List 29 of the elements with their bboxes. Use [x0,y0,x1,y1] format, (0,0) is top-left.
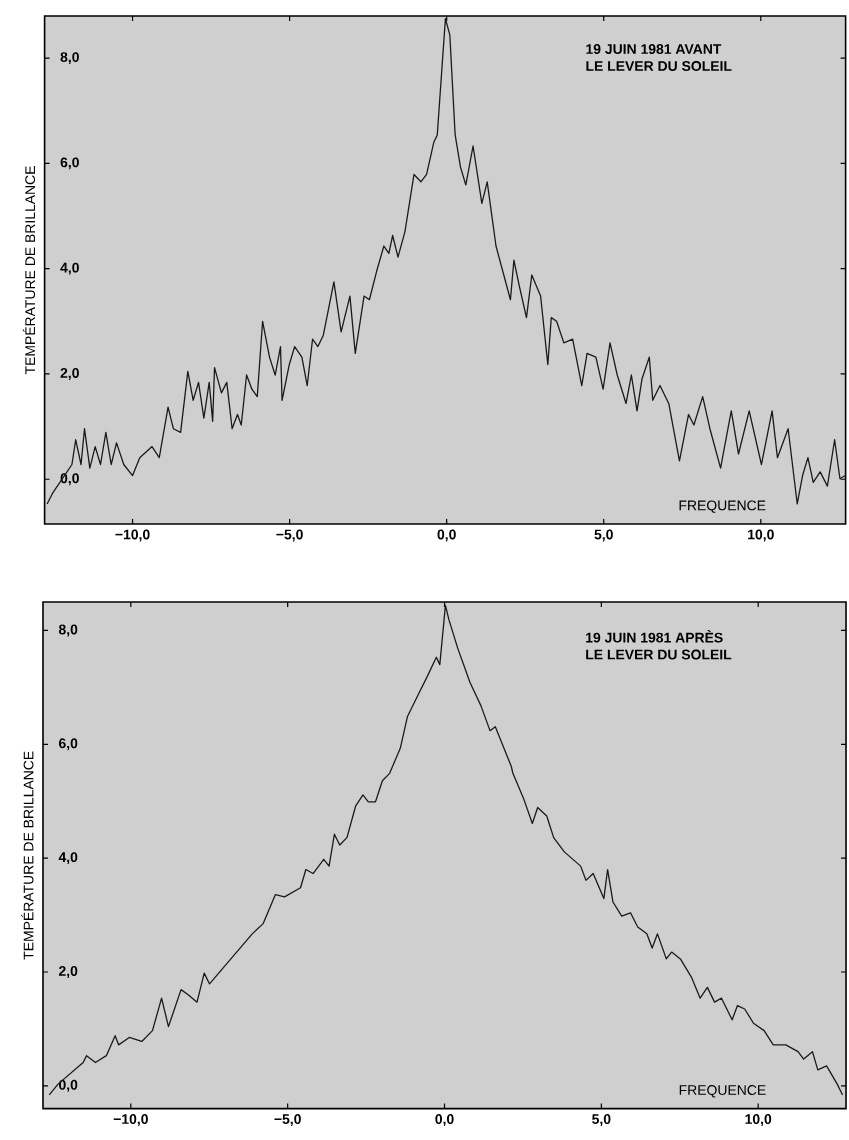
x-tick-label: 0,0 [437,529,456,542]
annotation: 19 JUIN 1981 APRÈS [586,630,723,643]
y-tick-label: 6,0 [58,738,78,751]
y-tick-label: 8,0 [58,624,78,637]
x-tick-label: 5,0 [592,1114,611,1127]
x-tick-label: −5,0 [276,529,303,542]
y-axis-title: TEMPÉRATURE DE BRILLANCE [21,751,34,960]
y-tick-label: 0,0 [59,1079,78,1092]
y-tick-label: 4,0 [60,262,79,275]
y-tick-label: 6,0 [60,157,79,170]
annotation: LE LEVER DU SOLEIL [586,61,732,71]
annotation: 19 JUIN 1981 AVANT [586,44,722,54]
line-series [48,604,844,1096]
y-tick-label: 2,0 [60,367,79,380]
x-tick-label: −5,0 [274,1114,301,1127]
x-tick-label: −10,0 [115,529,150,542]
x-tick-label: 5,0 [594,529,613,542]
x-tick-label: 0,0 [435,1114,454,1127]
y-tick-label: 2,0 [58,966,78,978]
x-tick-label: 10,0 [748,529,774,542]
y-tick-label: 0,0 [60,473,79,486]
y-axis-title: TEMPÉRATURE DE BRILLANCE [22,166,36,375]
y-tick-label: 8,0 [60,52,79,65]
x-axis-title: FREQUENCE [679,500,766,513]
x-tick-label: 10,0 [745,1114,772,1127]
x-axis-title: FREQUENCE [679,1085,766,1098]
x-tick-label: −10,0 [113,1114,148,1127]
y-tick-label: 4,0 [58,852,78,865]
annotation: LE LEVER DU SOLEIL [586,649,732,660]
